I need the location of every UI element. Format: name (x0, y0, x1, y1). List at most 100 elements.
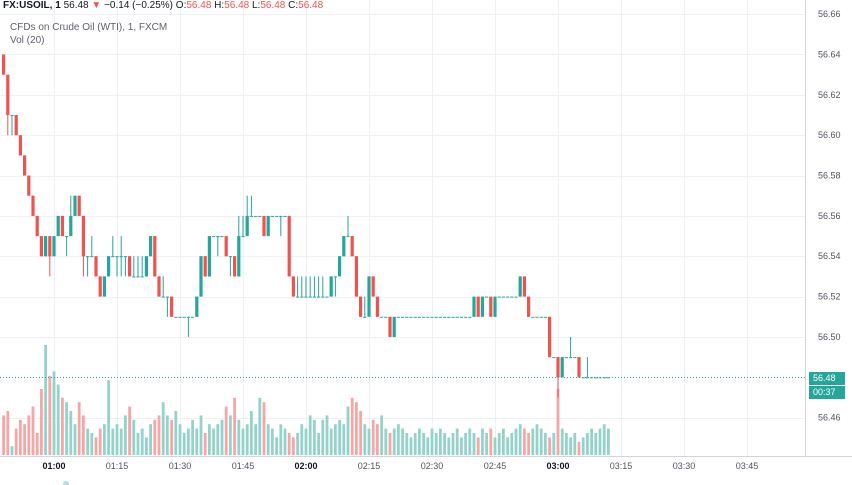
volume-bar (594, 433, 598, 455)
price-tick-4: 56.58 (818, 171, 841, 181)
candle-body (329, 276, 333, 297)
volume-bar (607, 428, 610, 455)
volume-bar (258, 397, 262, 455)
volume-bar (48, 375, 52, 455)
candle (472, 296, 476, 317)
volume-bar (598, 428, 602, 455)
candle (191, 316, 195, 318)
candle (35, 215, 39, 237)
volume-bar (371, 419, 375, 455)
volume-bar (166, 415, 169, 455)
candle-body (560, 357, 564, 378)
volume-bar (586, 433, 589, 455)
candle-body (476, 296, 480, 317)
candle-body (237, 236, 241, 277)
volume-bar (220, 419, 224, 455)
candle-body (107, 256, 111, 277)
volume-bar (61, 397, 64, 455)
candle (178, 316, 182, 318)
candle (543, 316, 547, 318)
candle (300, 276, 304, 298)
candle (161, 276, 165, 298)
candle-body (573, 357, 577, 359)
candle-body (27, 175, 31, 196)
candle (73, 195, 77, 216)
candle (585, 357, 589, 379)
time-axis[interactable]: 01:00 01:15 01:30 01:45 02:00 02:15 02:30 02:45… (42, 461, 758, 471)
volume-bar (430, 428, 434, 455)
volume-bar (321, 419, 325, 455)
candle (405, 316, 409, 318)
volume-legend[interactable]: Vol (20) (10, 35, 45, 46)
candle-body (291, 276, 295, 297)
close-value: 56.48 (298, 0, 324, 11)
candle (81, 215, 85, 277)
candle-body (65, 236, 69, 238)
candle (10, 115, 14, 136)
candle (388, 316, 392, 337)
scroll-indicator-dot (63, 481, 69, 485)
candle (245, 195, 249, 237)
volume-bar (132, 419, 136, 455)
volume-bar (468, 428, 472, 455)
candle (207, 236, 211, 277)
last-price-badge: 56.48 (809, 372, 845, 385)
volume-bar (208, 424, 211, 455)
volume-bar (405, 433, 409, 455)
candle-body (321, 296, 325, 298)
candle (443, 316, 447, 318)
candle-body (556, 357, 560, 378)
candle (14, 115, 18, 136)
candle (283, 215, 287, 217)
candle-body (149, 236, 153, 257)
volume-bar (283, 428, 287, 455)
candle-body (98, 276, 102, 297)
volume-bar (569, 437, 572, 455)
last-price: 56.48 (63, 0, 89, 11)
candle (69, 195, 73, 237)
candle (279, 215, 283, 237)
symbol-label[interactable]: FX:USOIL, 1 (3, 0, 61, 11)
candle (123, 256, 127, 277)
candle (325, 296, 329, 298)
candle (522, 276, 526, 297)
candle-body (224, 236, 228, 257)
price-axis[interactable]: 56.66 56.64 56.62 56.60 56.58 56.56 56.54 56.52… (818, 9, 841, 423)
candle (329, 276, 333, 297)
candle (527, 296, 531, 317)
candle (44, 236, 48, 257)
candle (413, 316, 417, 318)
series-legend[interactable]: CFDs on Crude Oil (WTI), 1, FXCM (10, 22, 168, 33)
price-tick-8: 56.50 (818, 332, 841, 342)
volume-bar (317, 433, 320, 455)
candle-body (178, 316, 182, 318)
candle (363, 296, 367, 318)
candle-body (493, 296, 497, 317)
candle (182, 316, 186, 318)
candle-body (161, 296, 165, 298)
candle (2, 54, 6, 75)
candle-body (123, 256, 127, 258)
volume-bar (581, 437, 585, 455)
volume-bar (388, 433, 392, 455)
candle (233, 256, 237, 277)
price-tick-7: 56.52 (818, 292, 841, 302)
candle-body (186, 316, 190, 318)
candle (102, 276, 106, 297)
candle-body (73, 195, 77, 216)
volume-bar (86, 428, 89, 455)
candle (371, 276, 375, 297)
candle (396, 316, 400, 318)
candle (354, 256, 358, 297)
candle (548, 316, 552, 358)
candle-body (18, 135, 22, 156)
candle (480, 296, 484, 317)
volume-bar (313, 419, 316, 455)
volume-bar (98, 428, 102, 455)
volume-bar (497, 433, 501, 455)
candle-body (119, 256, 123, 258)
volume-bar (237, 419, 241, 455)
volume-bar (191, 419, 194, 455)
volume-bar (23, 424, 26, 455)
